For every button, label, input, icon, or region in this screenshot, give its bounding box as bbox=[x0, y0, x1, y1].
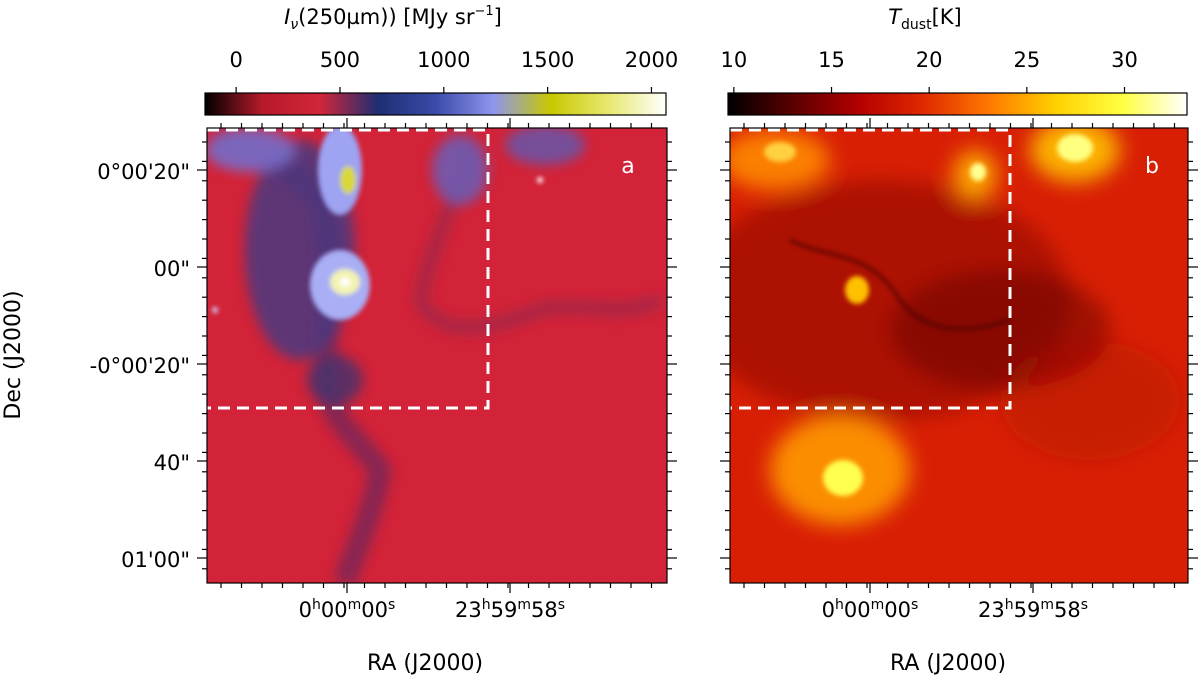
axis-b-ticks bbox=[720, 118, 1198, 593]
panel-b: Tdust[K] 10 15 20 25 30 bbox=[720, 5, 1198, 676]
cloud-blue-northwest bbox=[207, 128, 295, 172]
panel-a: Iν(250µm)) [MJy sr−1] 0 500 1000 1500 2000 bbox=[1, 4, 678, 676]
point-source-a bbox=[537, 177, 543, 183]
colorbar-tick-label: 30 bbox=[1111, 48, 1138, 72]
colorbar-tick-label: 500 bbox=[320, 48, 360, 72]
dark-filament bbox=[789, 238, 1011, 331]
warm-spot-central bbox=[845, 276, 869, 304]
cloud-blue-northeast bbox=[505, 128, 585, 165]
cool-patch-east bbox=[1000, 340, 1180, 460]
colorbar-tick-label: 15 bbox=[818, 48, 845, 72]
y-axis-label: Dec (J2000) bbox=[1, 290, 26, 419]
x-axis-label: RA (J2000) bbox=[890, 651, 1006, 676]
colorbar-tick-label: 0 bbox=[229, 48, 242, 72]
colorbar-a-label: Iν(250µm)) [MJy sr−1] bbox=[284, 4, 502, 33]
colorbar-tick-label: 2000 bbox=[625, 48, 678, 72]
filament-dark-east bbox=[412, 147, 664, 335]
colorbar-b: Tdust[K] 10 15 20 25 30 bbox=[720, 5, 1188, 116]
panel-a-label: a bbox=[621, 154, 634, 179]
warm-core-south bbox=[823, 460, 863, 496]
ytick-label: 40" bbox=[154, 451, 190, 475]
xtick-label: 23h59m58s bbox=[978, 597, 1088, 622]
colorbar-tick-label: 1500 bbox=[521, 48, 574, 72]
dashed-box-a bbox=[207, 128, 490, 410]
dashed-box-b bbox=[730, 128, 1012, 410]
heatmap-a bbox=[207, 128, 667, 583]
warm-core-northeast bbox=[1057, 134, 1093, 162]
xtick-label: 0h00m00s bbox=[822, 597, 919, 622]
ytick-label: 01'00" bbox=[121, 548, 190, 572]
panel-b-label: b bbox=[1145, 154, 1159, 179]
colorbar-a-gradient bbox=[204, 92, 667, 116]
point-source-b bbox=[212, 307, 218, 313]
clump-peak bbox=[340, 277, 350, 287]
cloud-blue-north bbox=[432, 135, 488, 205]
ytick-label: 0°00'20" bbox=[97, 160, 190, 184]
colorbar-tick-label: 25 bbox=[1013, 48, 1040, 72]
colorbar-b-label: Tdust[K] bbox=[888, 5, 962, 33]
colorbar-tick-label: 10 bbox=[720, 48, 747, 72]
heatmap-b bbox=[730, 128, 1188, 583]
filament-bright bbox=[318, 128, 362, 215]
warm-core-north bbox=[970, 163, 986, 181]
x-axis-label: RA (J2000) bbox=[367, 651, 483, 676]
filament-core-yellow bbox=[340, 166, 356, 194]
colorbar-tick-label: 20 bbox=[916, 48, 943, 72]
ytick-label: -0°00'20" bbox=[90, 354, 190, 378]
axis-a-ticks bbox=[197, 118, 677, 593]
cloud-blue-south bbox=[307, 355, 363, 405]
colorbar-tick-label: 1000 bbox=[417, 48, 470, 72]
warm-core-northwest bbox=[764, 142, 796, 162]
xtick-label: 23h59m58s bbox=[455, 597, 565, 622]
ytick-label: 00" bbox=[154, 257, 190, 281]
colorbar-b-gradient bbox=[727, 92, 1188, 116]
xtick-label: 0h00m00s bbox=[299, 597, 396, 622]
colorbar-a: Iν(250µm)) [MJy sr−1] 0 500 1000 1500 2000 bbox=[204, 4, 678, 116]
